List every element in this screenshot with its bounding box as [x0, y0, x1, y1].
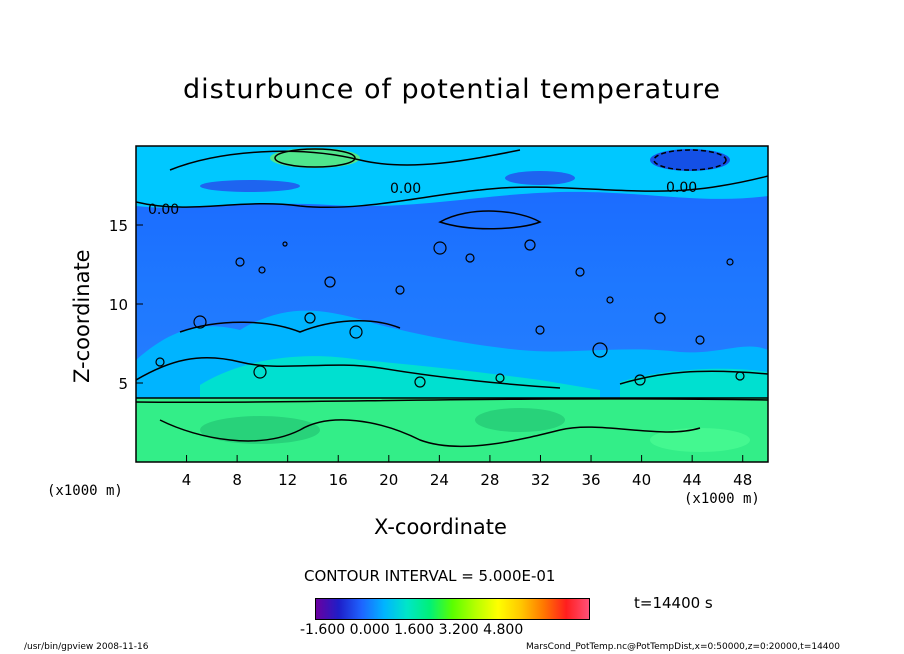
x-axis: 4 8 12 16 20 24 28 32 36 40 44 48	[182, 455, 752, 489]
y-tick-label-0: 5	[118, 375, 128, 393]
x-tick-label-11: 48	[733, 471, 752, 489]
x-tick-label-5: 24	[430, 471, 449, 489]
x-tick-label-8: 36	[581, 471, 600, 489]
time-label: t=14400 s	[634, 594, 713, 612]
x-tick-label-0: 4	[182, 471, 192, 489]
colorbar	[315, 598, 590, 620]
lower-patch-3	[650, 428, 750, 452]
contour-lines	[136, 148, 768, 448]
contour-label-0: 0.00	[148, 202, 179, 218]
y-tick-label-1: 10	[109, 296, 128, 314]
x-unit-left: (x1000 m)	[47, 483, 123, 499]
x-tick-label-3: 16	[329, 471, 348, 489]
field	[136, 146, 768, 462]
contour-label-1: 0.00	[390, 181, 421, 197]
x-tick-label-9: 40	[632, 471, 651, 489]
mixing-band-warm	[200, 356, 600, 400]
x-unit-right: (x1000 m)	[684, 491, 760, 507]
chart-title: disturbunce of potential temperature	[183, 74, 721, 105]
x-axis-label: X-coordinate	[374, 515, 507, 539]
x-tick-label-7: 32	[531, 471, 550, 489]
colorbar-labels: -1.600 0.000 1.600 3.200 4.800	[300, 622, 524, 638]
x-tick-label-10: 44	[683, 471, 702, 489]
contour-label-2: 0.00	[666, 180, 697, 196]
contour-interval: CONTOUR INTERVAL = 5.000E-01	[304, 567, 556, 585]
top-cold-patch-2	[505, 171, 575, 185]
x-tick-label-4: 20	[379, 471, 398, 489]
y-tick-label-2: 15	[109, 217, 128, 235]
top-cold-patch	[650, 149, 730, 171]
top-warm-patch	[270, 148, 360, 168]
y-axis: 5 10 15	[109, 217, 143, 393]
mixing-band-warm-2	[620, 368, 768, 400]
footer-source: MarsCond_PotTemp.nc@PotTempDist,x=0:5000…	[526, 642, 840, 652]
top-cold-patch-3	[200, 180, 300, 192]
y-axis-label: Z-coordinate	[70, 249, 94, 383]
x-tick-label-2: 12	[278, 471, 297, 489]
footer-program: /usr/bin/gpview 2008-11-16	[24, 642, 149, 652]
lower-patch-2	[475, 408, 565, 432]
contour-labels: 0.00 0.00 0.00	[148, 180, 697, 218]
lower-patch-1	[200, 416, 320, 444]
x-tick-label-1: 8	[232, 471, 242, 489]
small-contours	[155, 239, 745, 388]
x-tick-label-6: 28	[480, 471, 499, 489]
